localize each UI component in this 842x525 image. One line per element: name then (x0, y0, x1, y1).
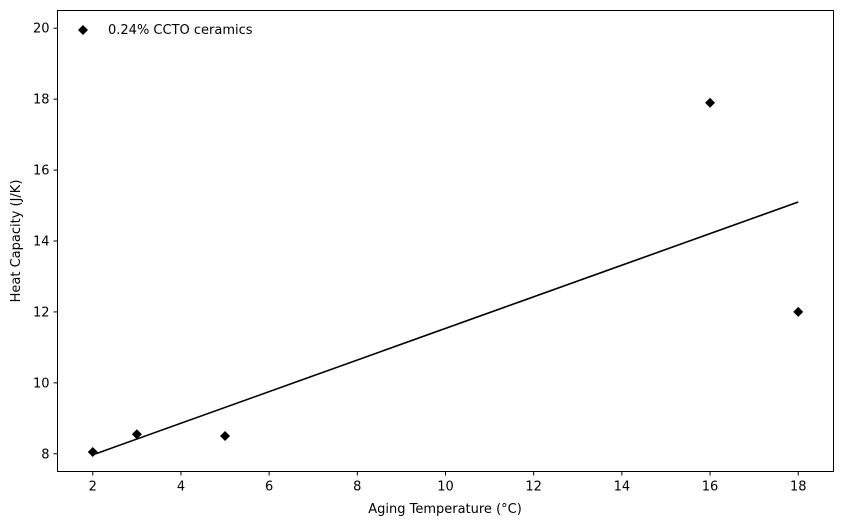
legend-label: 0.24% CCTO ceramics (108, 23, 253, 38)
data-point (793, 306, 804, 317)
x-tick-label: 18 (790, 480, 807, 495)
data-point (131, 429, 142, 440)
x-tick-label: 6 (265, 480, 273, 495)
legend: 0.24% CCTO ceramics (78, 23, 253, 38)
y-tick-label: 14 (33, 235, 50, 250)
x-tick-label: 8 (353, 480, 361, 495)
y-axis-ticks: 8 10 12 14 16 18 20 (33, 22, 58, 462)
data-point (220, 431, 231, 442)
y-tick-label: 8 (41, 447, 49, 462)
y-tick-label: 12 (33, 305, 50, 320)
x-axis-label: Aging Temperature (°C) (368, 502, 522, 517)
x-tick-label: 2 (89, 480, 97, 495)
data-point (705, 97, 716, 108)
y-tick-label: 10 (33, 376, 50, 391)
x-tick-label: 14 (614, 480, 631, 495)
trend-line (92, 201, 799, 456)
data-point (87, 446, 98, 457)
legend-marker-diamond (78, 25, 88, 35)
series-layer (87, 97, 804, 457)
x-axis-ticks: 2 4 6 8 10 12 14 16 18 (89, 471, 807, 495)
y-axis-label: Heat Capacity (J/K) (9, 180, 24, 303)
y-tick-label: 18 (33, 93, 50, 108)
y-tick-label: 20 (33, 22, 50, 37)
x-tick-label: 4 (177, 480, 185, 495)
y-tick-label: 16 (33, 164, 50, 179)
x-tick-label: 16 (702, 480, 719, 495)
x-tick-label: 12 (525, 480, 542, 495)
x-tick-label: 10 (437, 480, 454, 495)
plot-area (57, 10, 834, 472)
